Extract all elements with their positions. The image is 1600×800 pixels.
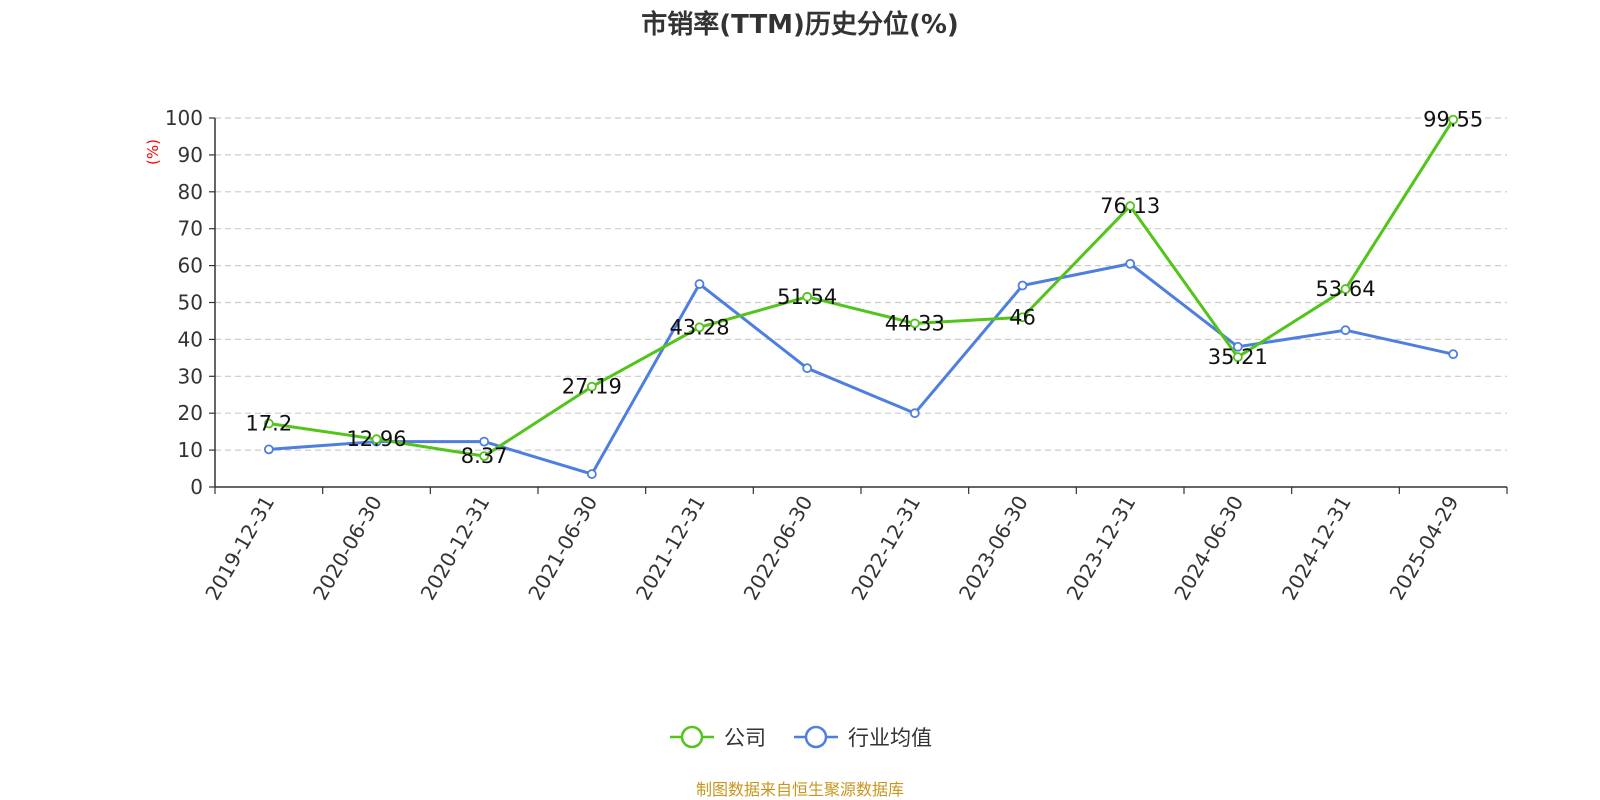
x-tick-label: 2023-12-31 bbox=[1062, 492, 1141, 605]
data-label: 46 bbox=[1009, 305, 1036, 329]
y-tick-label: 30 bbox=[178, 364, 203, 388]
y-tick-label: 80 bbox=[178, 180, 203, 204]
x-tick-label: 2020-06-30 bbox=[308, 492, 387, 605]
data-label: 44.33 bbox=[885, 311, 945, 335]
y-tick-label: 90 bbox=[178, 143, 203, 167]
data-label: 35.21 bbox=[1208, 345, 1268, 369]
data-point bbox=[909, 318, 920, 329]
x-tick-label: 2021-06-30 bbox=[523, 492, 602, 605]
data-point bbox=[479, 451, 490, 462]
legend-line-circle-icon bbox=[670, 725, 714, 749]
data-point bbox=[263, 418, 274, 429]
legend-label: 行业均值 bbox=[848, 726, 932, 750]
chart-title: 市销率(TTM)历史分位(%) bbox=[641, 10, 959, 40]
data-point bbox=[1017, 280, 1028, 291]
y-tick-label: 100 bbox=[165, 106, 203, 130]
data-label: 76.13 bbox=[1100, 194, 1160, 218]
data-labels: 17.2 12.96 8.37 27.19 43.28 51.54 44.33 46 76.13… bbox=[245, 108, 1483, 468]
data-point bbox=[586, 469, 597, 479]
data-point bbox=[1125, 258, 1136, 269]
data-point bbox=[1448, 114, 1459, 125]
legend-label: 公司 bbox=[724, 726, 766, 750]
data-point bbox=[1232, 341, 1243, 352]
data-label: 99.55 bbox=[1423, 108, 1483, 132]
data-label: 51.54 bbox=[777, 285, 837, 309]
x-tick-label: 2019-12-31 bbox=[200, 492, 279, 605]
y-tick-label: 60 bbox=[178, 254, 203, 278]
y-tick-label: 70 bbox=[178, 217, 203, 241]
legend: 公司 行业均值 bbox=[0, 722, 1600, 752]
axes: 0 10 20 30 40 50 60 70 80 90 100 2019-12-31 2020-06-… bbox=[165, 106, 1508, 605]
data-point bbox=[802, 291, 813, 302]
y-tick-label: 40 bbox=[178, 327, 203, 351]
x-tick-label: 2022-06-30 bbox=[739, 492, 818, 605]
data-point bbox=[909, 408, 920, 419]
x-tick-label: 2025-04-29 bbox=[1385, 492, 1464, 605]
data-point bbox=[1017, 312, 1028, 323]
data-point bbox=[1232, 352, 1243, 362]
grid-lines bbox=[215, 117, 1507, 451]
series-line-1 bbox=[268, 262, 1454, 476]
data-label: 17.2 bbox=[245, 412, 292, 436]
legend-item[interactable]: 行业均值 bbox=[792, 722, 932, 752]
data-point bbox=[802, 363, 813, 374]
y-tick-label: 10 bbox=[178, 438, 203, 462]
x-tick-label: 2021-12-31 bbox=[631, 492, 710, 605]
data-point bbox=[1340, 325, 1351, 336]
data-point bbox=[479, 436, 490, 447]
data-point bbox=[586, 381, 597, 392]
data-point bbox=[1448, 349, 1459, 360]
data-point bbox=[371, 434, 382, 445]
data-point bbox=[694, 322, 705, 333]
y-tick-label: 20 bbox=[178, 401, 203, 425]
data-label: 12.96 bbox=[346, 427, 406, 451]
series-lines bbox=[263, 114, 1459, 479]
legend-line-circle-icon bbox=[794, 725, 838, 749]
data-label: 43.28 bbox=[669, 315, 729, 339]
legend-item[interactable]: 公司 bbox=[668, 722, 766, 752]
y-tick-label: 50 bbox=[178, 291, 203, 315]
data-label: 27.19 bbox=[562, 375, 622, 399]
data-label: 8.37 bbox=[461, 444, 508, 468]
data-point bbox=[263, 444, 274, 455]
x-tick-label: 2020-12-31 bbox=[416, 491, 495, 604]
data-label: 53.64 bbox=[1315, 277, 1375, 301]
data-point bbox=[1125, 201, 1136, 211]
data-point bbox=[694, 279, 705, 289]
x-tick-label: 2022-12-31 bbox=[846, 491, 925, 604]
source-note: 制图数据来自恒生聚源数据库 bbox=[695, 780, 904, 799]
y-axis-label: (%) bbox=[144, 139, 162, 165]
x-tick-label: 2024-06-30 bbox=[1169, 492, 1248, 605]
x-tick-label: 2024-12-31 bbox=[1277, 492, 1356, 605]
y-tick-label: 0 bbox=[190, 475, 203, 499]
data-point bbox=[1340, 284, 1351, 294]
x-tick-label: 2023-06-30 bbox=[954, 492, 1033, 605]
series-line-0 bbox=[268, 118, 1455, 458]
